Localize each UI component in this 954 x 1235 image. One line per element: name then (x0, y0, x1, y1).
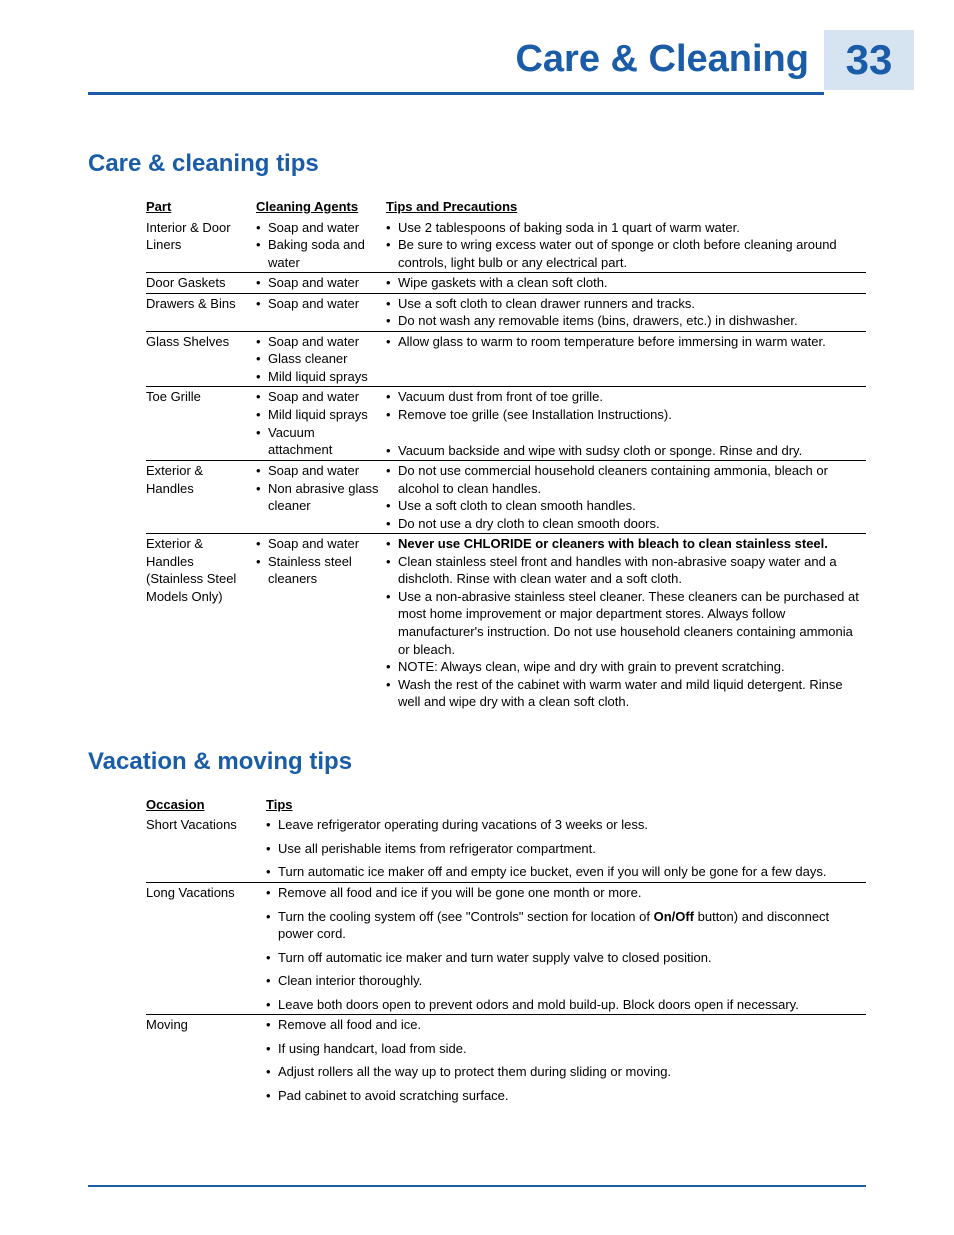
cell-tips: Wipe gaskets with a clean soft cloth. (386, 273, 866, 294)
list-item: Soap and water (256, 274, 380, 292)
vacation-heading: Vacation & moving tips (88, 748, 866, 776)
cell-agents: Soap and waterGlass cleanerMild liquid s… (256, 331, 386, 387)
page-content: Care & cleaning tips Part Cleaning Agent… (88, 150, 866, 1105)
list-item: Baking soda and water (256, 236, 380, 271)
list-item: Clean interior thoroughly. (266, 972, 860, 990)
list-item: Use 2 tablespoons of baking soda in 1 qu… (386, 219, 860, 237)
cell-tips: Use 2 tablespoons of baking soda in 1 qu… (386, 218, 866, 273)
list-item: Use all perishable items from refrigerat… (266, 840, 860, 858)
table-row: Toe GrilleSoap and waterMild liquid spra… (146, 387, 866, 461)
list-item: Remove all food and ice. (266, 1016, 860, 1034)
list-item: Use a soft cloth to clean drawer runners… (386, 295, 860, 313)
list-item: Soap and water (256, 219, 380, 237)
cell-agents: Soap and waterMild liquid spraysVacuum a… (256, 387, 386, 461)
list-item: Be sure to wring excess water out of spo… (386, 236, 860, 271)
page-title: Care & Cleaning (515, 38, 809, 81)
list-item: Remove toe grille (see Installation Inst… (386, 406, 860, 424)
list-item: Vacuum dust from front of toe grille. (386, 388, 860, 406)
list-item: Soap and water (256, 388, 380, 406)
cell-tips: Use a soft cloth to clean drawer runners… (386, 293, 866, 331)
table-row: Exterior & Handles (Stainless Steel Mode… (146, 534, 866, 712)
cell-agents: Soap and water (256, 273, 386, 294)
page-number: 33 (846, 36, 893, 84)
list-item: Adjust rollers all the way up to protect… (266, 1063, 860, 1081)
list-item: Glass cleaner (256, 350, 380, 368)
col-header-agents: Cleaning Agents (256, 196, 386, 218)
table-row: Drawers & BinsSoap and water Use a soft c… (146, 293, 866, 331)
cell-tips: Remove all food and ice if you will be g… (266, 882, 866, 1014)
col-header-part: Part (146, 196, 256, 218)
cell-tips: Vacuum dust from front of toe grille.Rem… (386, 387, 866, 461)
cell-part: Exterior & Handles (Stainless Steel Mode… (146, 534, 256, 712)
vacation-table: Occasion Tips Short VacationsLeave refri… (146, 794, 866, 1106)
list-item: Do not use commercial household cleaners… (386, 462, 860, 497)
list-item: Wash the rest of the cabinet with warm w… (386, 676, 860, 711)
list-item: Stainless steel cleaners (256, 553, 380, 588)
care-table: Part Cleaning Agents Tips and Precaution… (146, 196, 866, 712)
cell-part: Door Gaskets (146, 273, 256, 294)
list-item: Remove all food and ice if you will be g… (266, 884, 860, 902)
cell-part: Exterior & Handles (146, 461, 256, 534)
care-heading: Care & cleaning tips (88, 150, 866, 178)
list-item: Mild liquid sprays (256, 368, 380, 386)
list-item: Do not use a dry cloth to clean smooth d… (386, 515, 860, 533)
list-item: Never use CHLORIDE or cleaners with blea… (386, 535, 860, 553)
cell-part: Glass Shelves (146, 331, 256, 387)
table-row: Short VacationsLeave refrigerator operat… (146, 815, 866, 882)
cell-tips: Do not use commercial household cleaners… (386, 461, 866, 534)
cell-agents: Soap and waterBaking soda and water (256, 218, 386, 273)
table-row: Exterior & HandlesSoap and waterNon abra… (146, 461, 866, 534)
list-item: Do not wash any removable items (bins, d… (386, 312, 860, 330)
cell-occasion: Long Vacations (146, 882, 266, 1014)
list-item: Soap and water (256, 535, 380, 553)
cell-agents: Soap and waterNon abrasive glass cleaner (256, 461, 386, 534)
list-item: Use a soft cloth to clean smooth handles… (386, 497, 860, 515)
table-row: Long VacationsRemove all food and ice if… (146, 882, 866, 1014)
care-section: Care & cleaning tips Part Cleaning Agent… (88, 150, 866, 712)
cell-agents: Soap and waterStainless steel cleaners (256, 534, 386, 712)
page-number-box: 33 (824, 30, 914, 90)
list-item: NOTE: Always clean, wipe and dry with gr… (386, 658, 860, 676)
list-item: Wipe gaskets with a clean soft cloth. (386, 274, 860, 292)
list-item: If using handcart, load from side. (266, 1040, 860, 1058)
col-header-vtips: Tips (266, 794, 866, 816)
list-item: Vacuum attachment (256, 424, 380, 459)
list-item: Mild liquid sprays (256, 406, 380, 424)
list-item: Soap and water (256, 462, 380, 480)
bottom-rule (88, 1185, 866, 1187)
col-header-tips: Tips and Precautions (386, 196, 866, 218)
table-row: Glass ShelvesSoap and waterGlass cleaner… (146, 331, 866, 387)
cell-tips: Remove all food and ice. If using handcar… (266, 1015, 866, 1106)
list-item: Soap and water (256, 295, 380, 313)
table-row: Door GasketsSoap and water Wipe gaskets w… (146, 273, 866, 294)
list-item: Leave refrigerator operating during vaca… (266, 816, 860, 834)
list-item: Turn the cooling system off (see "Contro… (266, 908, 860, 943)
list-item: Soap and water (256, 333, 380, 351)
vacation-section: Vacation & moving tips Occasion Tips Sho… (88, 748, 866, 1106)
cell-part: Toe Grille (146, 387, 256, 461)
list-item: Use a non-abrasive stainless steel clean… (386, 588, 860, 658)
cell-occasion: Short Vacations (146, 815, 266, 882)
cell-part: Interior & Door Liners (146, 218, 256, 273)
list-item: Allow glass to warm to room temperature … (386, 333, 860, 351)
list-item: Turn off automatic ice maker and turn wa… (266, 949, 860, 967)
list-item: Leave both doors open to prevent odors a… (266, 996, 860, 1014)
list-item: Vacuum backside and wipe with sudsy clot… (386, 442, 860, 460)
table-row: Interior & Door LinersSoap and waterBaki… (146, 218, 866, 273)
cell-occasion: Moving (146, 1015, 266, 1106)
cell-part: Drawers & Bins (146, 293, 256, 331)
list-item: Turn automatic ice maker off and empty i… (266, 863, 860, 881)
title-rule (88, 92, 824, 95)
cell-tips: Leave refrigerator operating during vaca… (266, 815, 866, 882)
list-item: Pad cabinet to avoid scratching surface. (266, 1087, 860, 1105)
table-row: MovingRemove all food and ice. If using h… (146, 1015, 866, 1106)
list-item: Non abrasive glass cleaner (256, 480, 380, 515)
list-item: Clean stainless steel front and handles … (386, 553, 860, 588)
col-header-occasion: Occasion (146, 794, 266, 816)
cell-agents: Soap and water (256, 293, 386, 331)
cell-tips: Allow glass to warm to room temperature … (386, 331, 866, 387)
cell-tips: Never use CHLORIDE or cleaners with blea… (386, 534, 866, 712)
